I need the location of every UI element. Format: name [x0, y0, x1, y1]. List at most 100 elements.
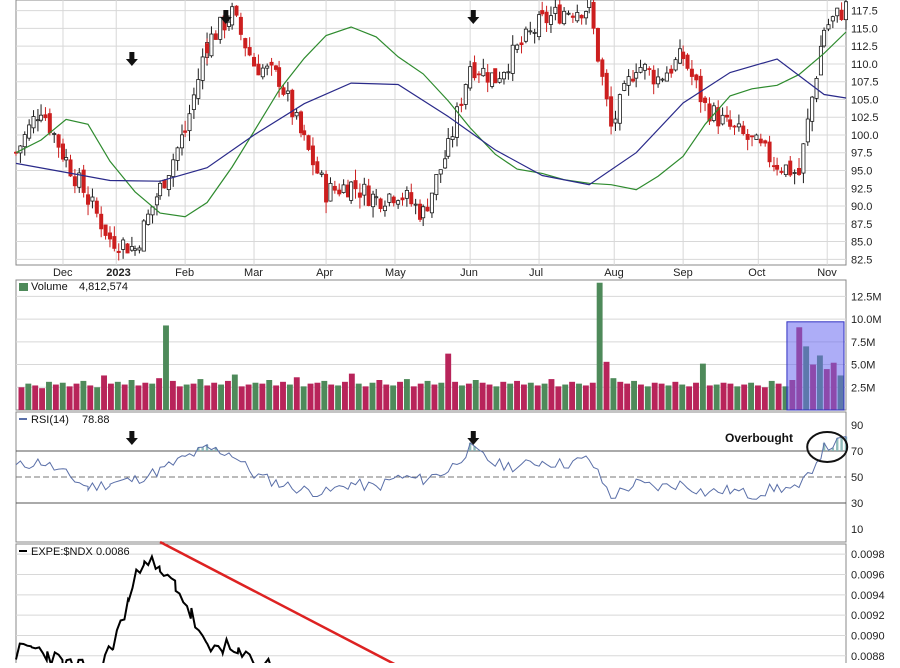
volume-bar [596, 282, 603, 410]
volume-bar [651, 382, 658, 410]
candle-body [319, 172, 324, 175]
rsi-label: RSI(14) [31, 414, 69, 426]
candle-body [77, 172, 82, 188]
candle-body [609, 96, 614, 127]
volume-bar [410, 386, 417, 410]
candle-body [510, 44, 515, 74]
candle-body [226, 21, 231, 27]
candle-body [736, 123, 741, 128]
volume-bar [631, 380, 637, 410]
volume-bar [300, 386, 307, 410]
candle-body [463, 84, 468, 105]
rsi-down-arrow-shaft [470, 431, 476, 438]
candle-body [669, 68, 674, 74]
candle-body [234, 5, 239, 16]
candle-body [31, 116, 36, 129]
y-tick-label: 30 [851, 498, 863, 510]
volume-bar [183, 384, 190, 410]
volume-bar [713, 384, 720, 410]
y-tick-label: 112.5 [851, 41, 878, 53]
volume-bar [603, 361, 610, 410]
candle-body [247, 47, 252, 56]
price-arrows [125, 10, 480, 66]
candle-body [374, 196, 379, 199]
volume-bar [693, 382, 699, 410]
volume-bar [768, 380, 775, 410]
volume-bar [403, 379, 410, 410]
candle-body [400, 197, 405, 201]
candle-body [493, 68, 498, 84]
ratio-line [15, 553, 273, 668]
candle-body [515, 44, 520, 50]
candle-body [660, 78, 665, 81]
y-tick-label: 107.5 [851, 77, 879, 89]
candle-body [579, 14, 584, 19]
volume-bar [589, 382, 596, 410]
volume-bar [520, 384, 527, 410]
volume-bar [273, 385, 280, 410]
candle-body [345, 184, 350, 198]
candle-body [528, 30, 533, 33]
y-tick-label: 7.5M [851, 337, 875, 349]
volume-bar [121, 384, 128, 410]
rsi-down-arrow-head [125, 438, 138, 445]
volume-bar [555, 386, 562, 410]
volume-legend: Volume 4,812,574 [19, 281, 128, 293]
volume-bar [638, 384, 644, 410]
candle-body [421, 206, 426, 219]
candle-body [243, 38, 248, 49]
candle-body [72, 176, 77, 187]
candle-body [196, 79, 201, 99]
candle-body [754, 134, 759, 140]
candle-body [349, 181, 354, 201]
candle-body [64, 157, 69, 161]
candle-body [337, 189, 342, 195]
candle-body [166, 175, 171, 191]
y-tick-label: 85.0 [851, 237, 872, 249]
candle-body [396, 200, 401, 205]
volume-bar [775, 383, 782, 410]
candle-body [22, 134, 27, 148]
price-down-arrow-shaft [223, 10, 229, 17]
candle-body [720, 114, 725, 125]
candle-body [604, 72, 609, 100]
candle-body [357, 192, 362, 198]
candle-body [673, 59, 678, 71]
candle-body [566, 12, 571, 15]
candle-body [626, 76, 631, 86]
y-tick-label: 50 [851, 472, 863, 484]
x-tick-label: Feb [175, 267, 194, 279]
candle-body [707, 103, 712, 122]
candle-body [459, 103, 464, 106]
candle-body [544, 11, 549, 24]
candle-body [775, 164, 780, 170]
ratio-grid [16, 553, 846, 657]
candle-body [43, 114, 48, 119]
y-tick-label: 97.5 [851, 148, 872, 160]
volume-bar [314, 382, 321, 410]
volume-bar [135, 385, 142, 410]
y-tick-label: 90 [851, 420, 863, 432]
ratio-plot-area [15, 543, 847, 668]
volume-bar [644, 386, 651, 410]
volume-bar [686, 386, 693, 410]
rsi-grid [16, 450, 846, 504]
volume-bar [445, 353, 452, 410]
candle-body [277, 67, 282, 87]
y-tick-label: 115.0 [851, 23, 878, 35]
candle-body [213, 33, 218, 40]
candle-body [200, 56, 205, 81]
candle-body [703, 97, 708, 103]
rsi-value: 78.88 [82, 414, 110, 426]
candle-body [562, 10, 567, 25]
volume-bar [321, 380, 328, 410]
volume-bar [424, 380, 431, 410]
x-tick-label: Apr [316, 267, 333, 279]
candle-body [634, 72, 639, 79]
ratio-label: EXPE:$NDX [31, 546, 93, 558]
volume-bar [782, 386, 789, 410]
candle-body [724, 114, 729, 118]
candle-body [129, 246, 134, 251]
